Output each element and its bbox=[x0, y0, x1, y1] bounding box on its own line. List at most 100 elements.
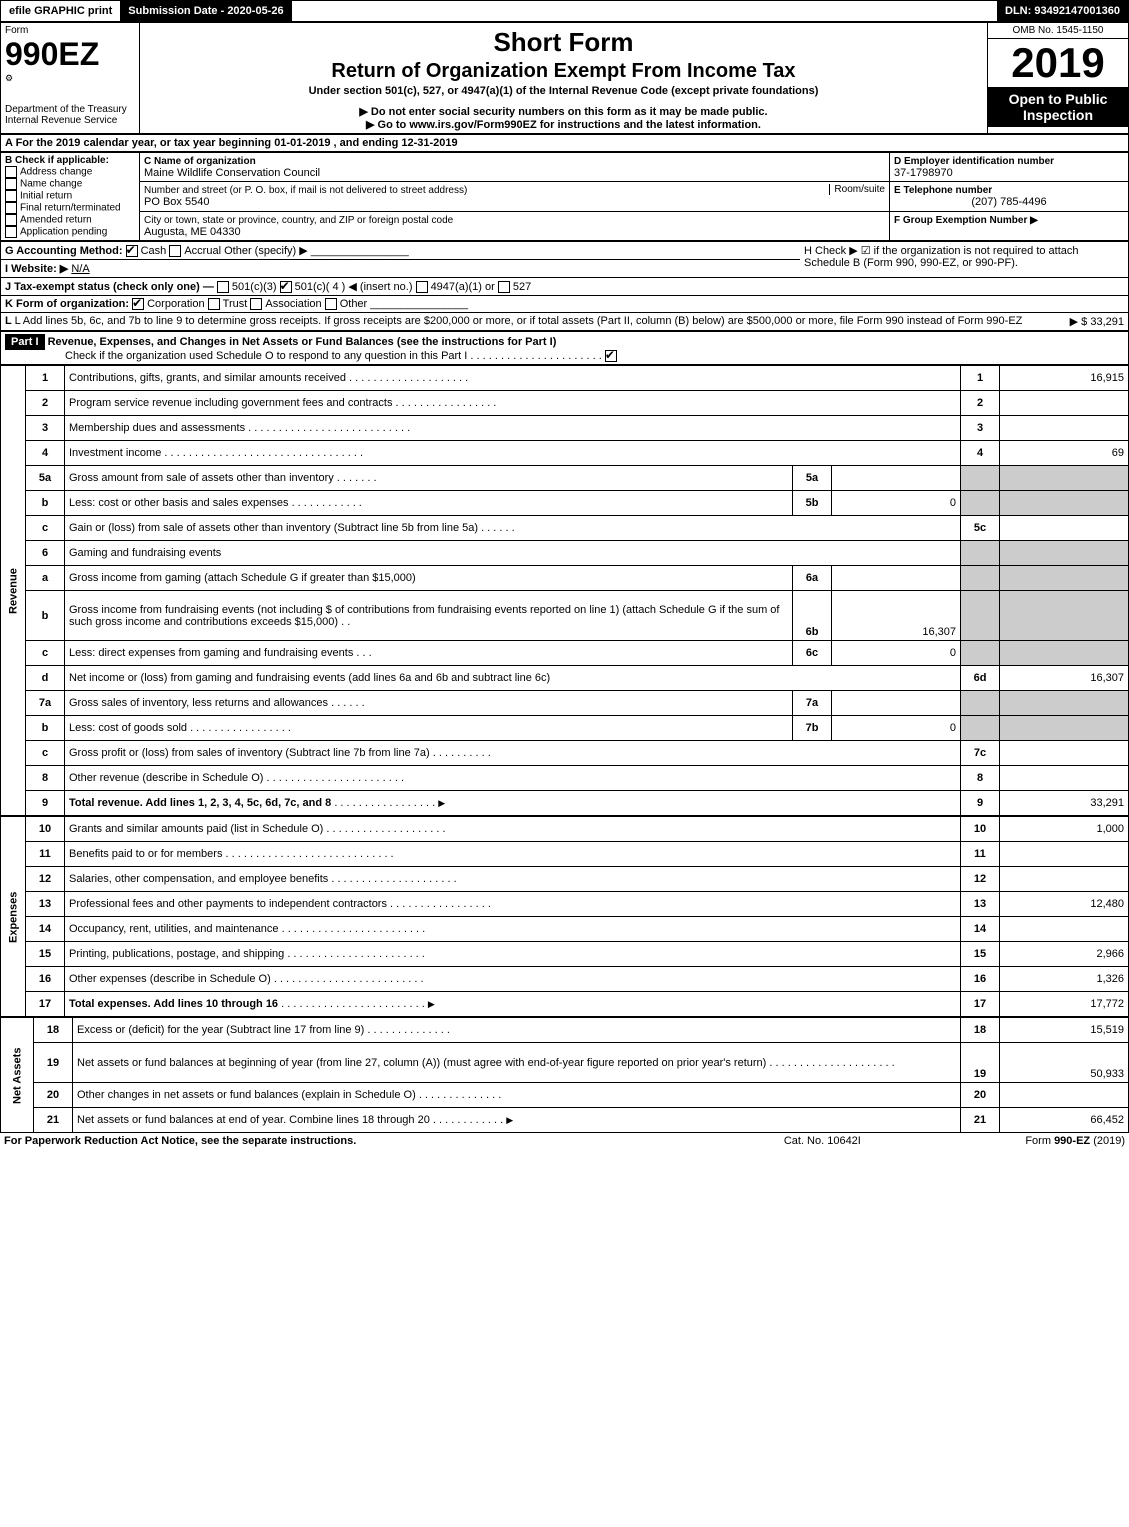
line-7c-num: c bbox=[26, 741, 65, 766]
opt-other: Other (specify) ▶ bbox=[224, 245, 308, 257]
cb-trust[interactable] bbox=[208, 298, 220, 310]
line-11-amt bbox=[1000, 842, 1129, 867]
line-7c-amt bbox=[1000, 741, 1129, 766]
opt-501c3: 501(c)(3) bbox=[232, 281, 277, 293]
line-5b-samt: 0 bbox=[832, 491, 961, 516]
part1-label: Part I bbox=[5, 334, 45, 350]
cb-assoc[interactable] bbox=[250, 298, 262, 310]
line-11-num: 11 bbox=[26, 842, 65, 867]
cb-app-pending[interactable] bbox=[5, 226, 17, 238]
main-title: Return of Organization Exempt From Incom… bbox=[144, 60, 983, 83]
cb-schedule-o[interactable] bbox=[605, 350, 617, 362]
line-10-rn: 10 bbox=[961, 817, 1000, 842]
line-4-num: 4 bbox=[26, 441, 65, 466]
line-3-desc: Membership dues and assessments bbox=[69, 422, 245, 434]
box-i-label: I Website: ▶ bbox=[5, 263, 68, 275]
line-21-amt: 66,452 bbox=[1000, 1108, 1129, 1133]
line-6d-rn: 6d bbox=[961, 666, 1000, 691]
line-16-num: 16 bbox=[26, 967, 65, 992]
cb-accrual[interactable] bbox=[169, 245, 181, 257]
line-8-rn: 8 bbox=[961, 766, 1000, 791]
opt-address-change: Address change bbox=[20, 167, 92, 178]
cb-amended[interactable] bbox=[5, 214, 17, 226]
line-21-num: 21 bbox=[34, 1108, 73, 1133]
cb-initial-return[interactable] bbox=[5, 190, 17, 202]
line-19-amt: 50,933 bbox=[1000, 1043, 1129, 1083]
cb-501c3[interactable] bbox=[217, 281, 229, 293]
box-f-label: F Group Exemption Number ▶ bbox=[894, 215, 1038, 226]
line-18-rn: 18 bbox=[961, 1018, 1000, 1043]
line-10-desc: Grants and similar amounts paid (list in… bbox=[69, 823, 323, 835]
line-9-desc: Total revenue. Add lines 1, 2, 3, 4, 5c,… bbox=[69, 797, 331, 809]
cb-527[interactable] bbox=[498, 281, 510, 293]
cb-corp[interactable] bbox=[132, 298, 144, 310]
line-6d-desc: Net income or (loss) from gaming and fun… bbox=[69, 672, 550, 684]
line-8-amt bbox=[1000, 766, 1129, 791]
phone-value: (207) 785-4496 bbox=[894, 196, 1124, 208]
footer-right: Form 990-EZ (2019) bbox=[909, 1133, 1129, 1149]
line-10-num: 10 bbox=[26, 817, 65, 842]
line-15-desc: Printing, publications, postage, and shi… bbox=[69, 948, 284, 960]
part1-title: Revenue, Expenses, and Changes in Net As… bbox=[48, 336, 557, 348]
line-14-amt bbox=[1000, 917, 1129, 942]
form-number: 990EZ bbox=[5, 36, 135, 73]
line-6b-samt: 16,307 bbox=[832, 591, 961, 641]
line-15-rn: 15 bbox=[961, 942, 1000, 967]
line-2-num: 2 bbox=[26, 391, 65, 416]
omb-number: OMB No. 1545-1150 bbox=[988, 23, 1128, 39]
line-1-desc: Contributions, gifts, grants, and simila… bbox=[69, 372, 346, 384]
line-2-rn: 2 bbox=[961, 391, 1000, 416]
top-bar: efile GRAPHIC print Submission Date - 20… bbox=[0, 0, 1129, 22]
line-6a-samt bbox=[832, 566, 961, 591]
line-12-amt bbox=[1000, 867, 1129, 892]
line-18-desc: Excess or (deficit) for the year (Subtra… bbox=[77, 1024, 364, 1036]
cb-final-return[interactable] bbox=[5, 202, 17, 214]
box-j-label: J Tax-exempt status (check only one) — bbox=[5, 281, 214, 293]
netassets-table: Net Assets 18 Excess or (deficit) for th… bbox=[0, 1017, 1129, 1133]
opt-app-pending: Application pending bbox=[20, 227, 107, 238]
footer-mid: Cat. No. 10642I bbox=[736, 1133, 910, 1149]
efile-print-button[interactable]: efile GRAPHIC print bbox=[1, 1, 120, 21]
cb-cash[interactable] bbox=[126, 245, 138, 257]
line-2-amt bbox=[1000, 391, 1129, 416]
cb-name-change[interactable] bbox=[5, 178, 17, 190]
room-label: Room/suite bbox=[829, 184, 885, 195]
opt-accrual: Accrual bbox=[184, 245, 221, 257]
line-14-num: 14 bbox=[26, 917, 65, 942]
line-20-rn: 20 bbox=[961, 1083, 1000, 1108]
line-16-amt: 1,326 bbox=[1000, 967, 1129, 992]
line-7c-desc: Gross profit or (loss) from sales of inv… bbox=[69, 747, 430, 759]
submission-date-button[interactable]: Submission Date - 2020-05-26 bbox=[120, 1, 291, 21]
line-6c-desc: Less: direct expenses from gaming and fu… bbox=[69, 647, 353, 659]
cb-501c[interactable] bbox=[280, 281, 292, 293]
cb-other-org[interactable] bbox=[325, 298, 337, 310]
line-6b-sn: 6b bbox=[793, 591, 832, 641]
line-6c-num: c bbox=[26, 641, 65, 666]
form-word: Form bbox=[5, 25, 135, 36]
line-11-rn: 11 bbox=[961, 842, 1000, 867]
line-6d-amt: 16,307 bbox=[1000, 666, 1129, 691]
opt-501c: 501(c)( 4 ) ◀ (insert no.) bbox=[295, 281, 413, 293]
line-18-amt: 15,519 bbox=[1000, 1018, 1129, 1043]
line-17-desc: Total expenses. Add lines 10 through 16 bbox=[69, 998, 278, 1010]
part1-check-line: Check if the organization used Schedule … bbox=[5, 350, 467, 362]
opt-assoc: Association bbox=[265, 298, 321, 310]
revenue-side-label: Revenue bbox=[1, 366, 26, 816]
line-20-desc: Other changes in net assets or fund bala… bbox=[77, 1089, 416, 1101]
box-d-label: D Employer identification number bbox=[894, 156, 1054, 167]
line-9-amt: 33,291 bbox=[1000, 791, 1129, 816]
dln-label: DLN: 93492147001360 bbox=[997, 1, 1128, 21]
line-8-desc: Other revenue (describe in Schedule O) bbox=[69, 772, 263, 784]
cb-4947[interactable] bbox=[416, 281, 428, 293]
line-6a-num: a bbox=[26, 566, 65, 591]
line-11-desc: Benefits paid to or for members bbox=[69, 848, 222, 860]
line-6-num: 6 bbox=[26, 541, 65, 566]
cb-address-change[interactable] bbox=[5, 166, 17, 178]
line-5c-num: c bbox=[26, 516, 65, 541]
line-18-num: 18 bbox=[34, 1018, 73, 1043]
line-6d-num: d bbox=[26, 666, 65, 691]
street-label: Number and street (or P. O. box, if mail… bbox=[144, 185, 467, 196]
line-12-num: 12 bbox=[26, 867, 65, 892]
line-1-rn: 1 bbox=[961, 366, 1000, 391]
line-14-rn: 14 bbox=[961, 917, 1000, 942]
